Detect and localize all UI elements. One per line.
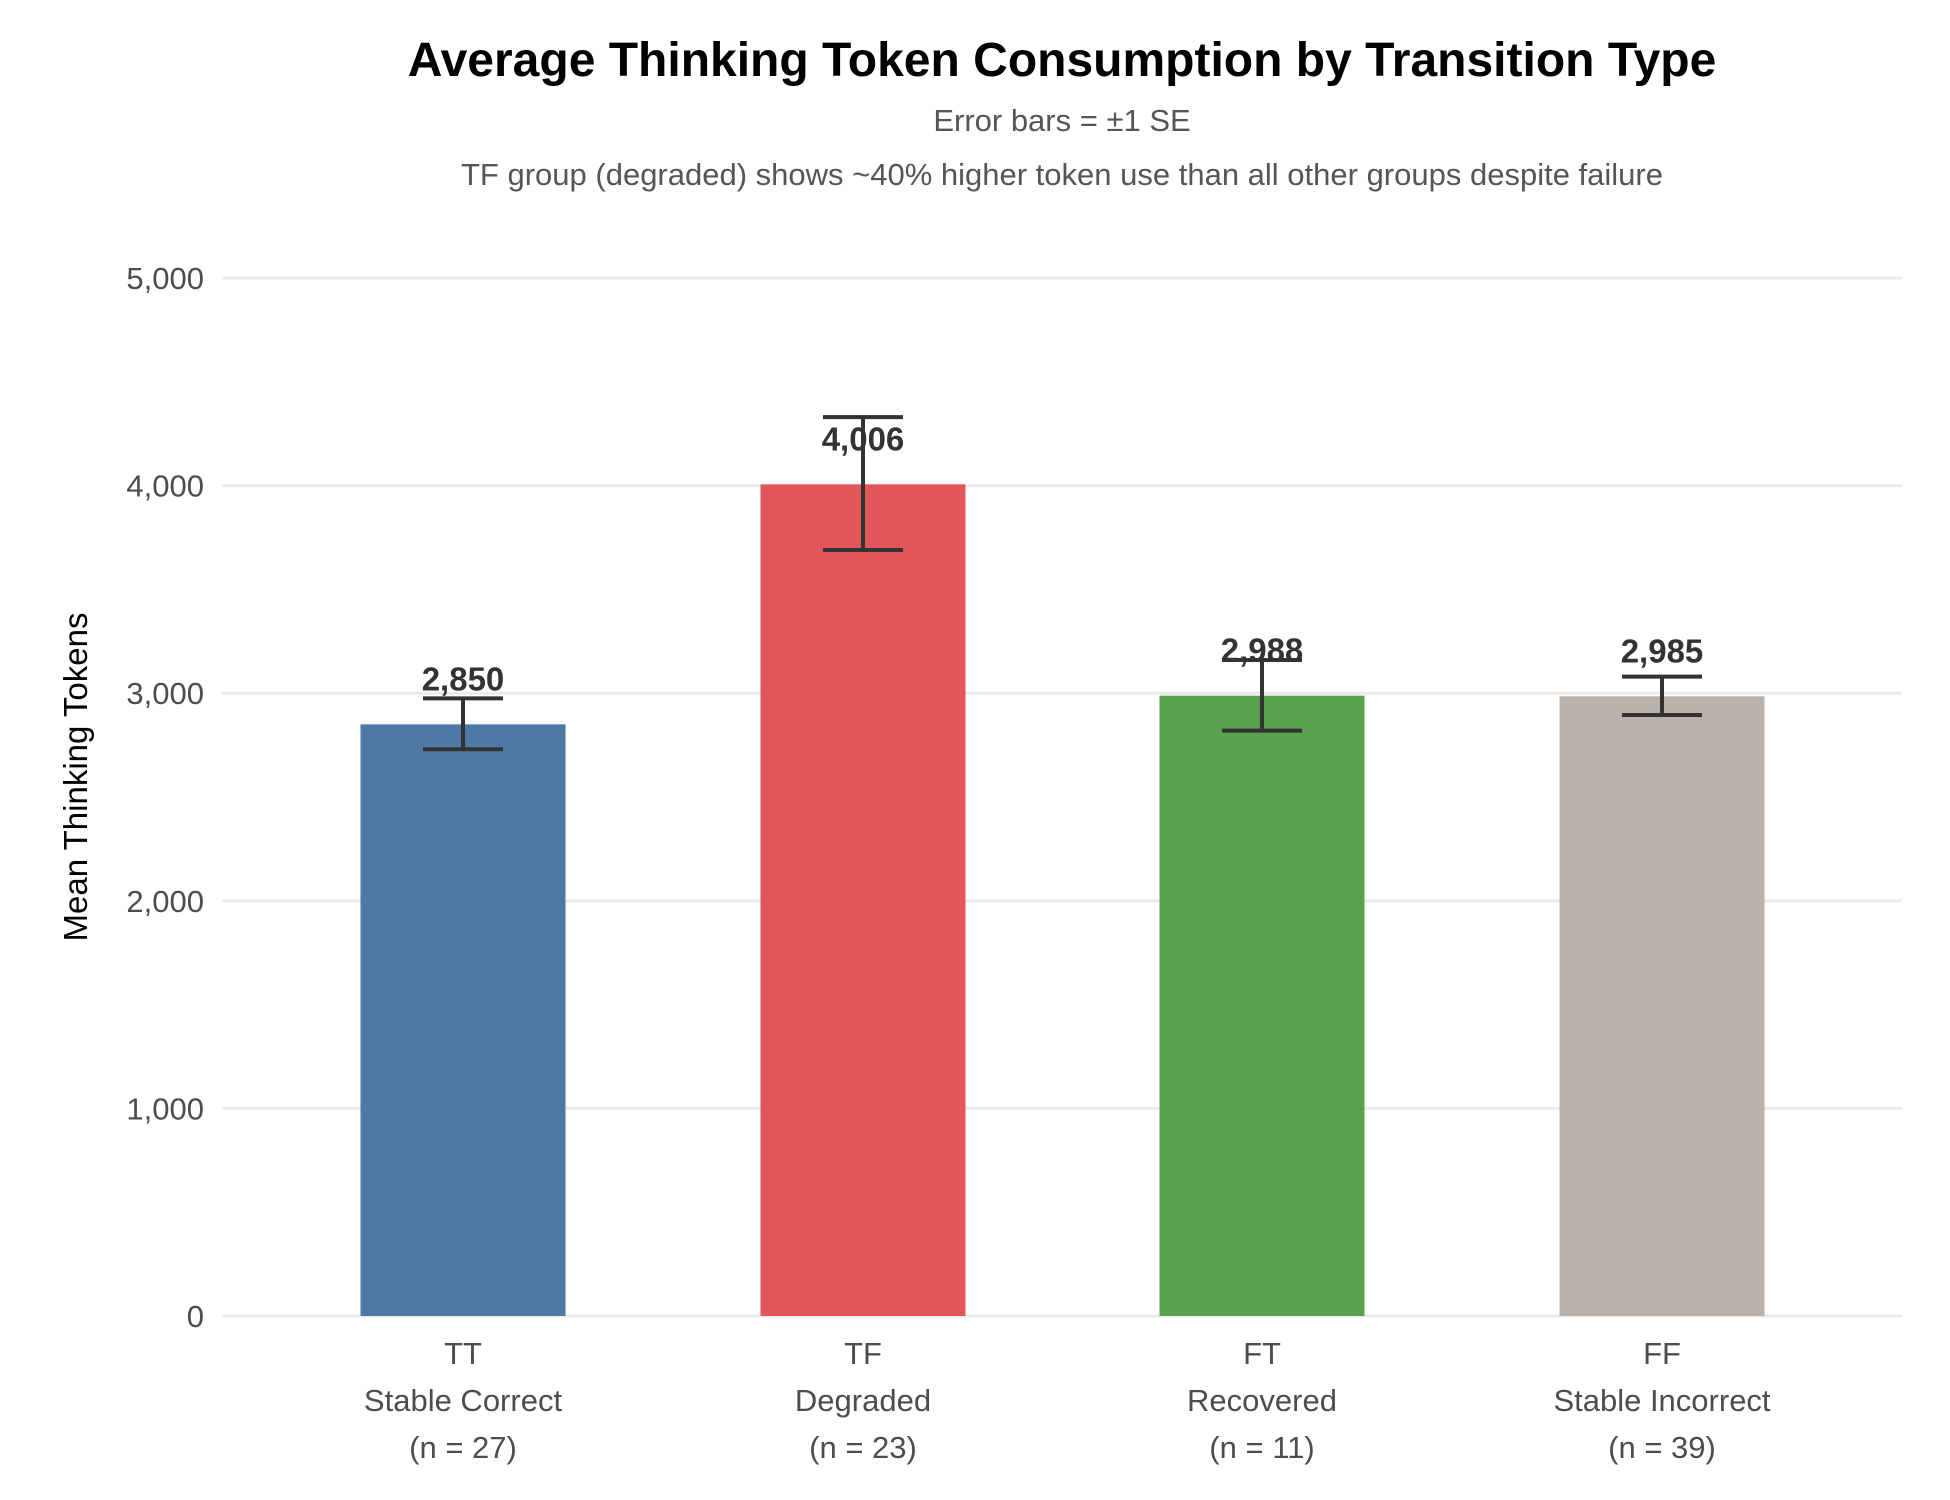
x-axis-labels: TT Stable Correct (n = 27) TF Degraded (n = 2…: [364, 1336, 1771, 1465]
y-tick-label: 0: [187, 1299, 204, 1334]
error-bar-ff: [1622, 674, 1702, 717]
x-tick-code-ft: FT: [1243, 1336, 1281, 1371]
y-tick-label: 1,000: [126, 1091, 204, 1126]
error-bar-tt: [423, 696, 503, 752]
x-tick-n-tt: (n = 27): [409, 1430, 517, 1465]
x-tick-n-tf: (n = 23): [809, 1430, 917, 1465]
chart-subtitle-line-2: TF group (degraded) shows ~40% higher to…: [461, 157, 1663, 192]
data-label-ft: 2,988: [1221, 632, 1304, 669]
data-label-ff: 2,985: [1621, 632, 1704, 669]
x-tick-name-tt: Stable Correct: [364, 1383, 563, 1418]
x-tick-name-tf: Degraded: [795, 1383, 931, 1418]
x-tick-code-ff: FF: [1643, 1336, 1681, 1371]
x-tick-n-ft: (n = 11): [1209, 1430, 1314, 1465]
y-tick-label: 3,000: [126, 676, 204, 711]
y-axis-title: Mean Thinking Tokens: [57, 613, 94, 942]
chart-title: Average Thinking Token Consumption by Tr…: [408, 34, 1717, 87]
y-tick-label: 2,000: [126, 884, 204, 919]
bar-ft: [1159, 695, 1365, 1316]
bar-tt: [360, 724, 566, 1316]
y-tick-label: 5,000: [126, 261, 204, 296]
bar-tf: [760, 484, 966, 1317]
error-bar-tf: [823, 415, 903, 552]
data-label-tf: 4,006: [822, 420, 905, 457]
x-tick-name-ft: Recovered: [1187, 1383, 1337, 1418]
error-bar-ft: [1222, 657, 1302, 733]
x-tick-code-tf: TF: [844, 1336, 882, 1371]
bar-ff: [1559, 696, 1765, 1316]
data-labels: 2,850 4,006 2,988 2,985: [422, 420, 1704, 697]
x-tick-name-ff: Stable Incorrect: [1553, 1383, 1770, 1418]
chart-subtitle-line-1: Error bars = ±1 SE: [933, 103, 1190, 138]
y-tick-label: 4,000: [126, 469, 204, 504]
y-axis-ticks: 0 1,000 2,000 3,000 4,000 5,000: [126, 261, 204, 1334]
bars: [360, 484, 1765, 1317]
x-tick-n-ff: (n = 39): [1608, 1430, 1716, 1465]
data-label-tt: 2,850: [422, 660, 505, 697]
x-tick-code-tt: TT: [444, 1336, 482, 1371]
error-bars: [423, 415, 1702, 752]
